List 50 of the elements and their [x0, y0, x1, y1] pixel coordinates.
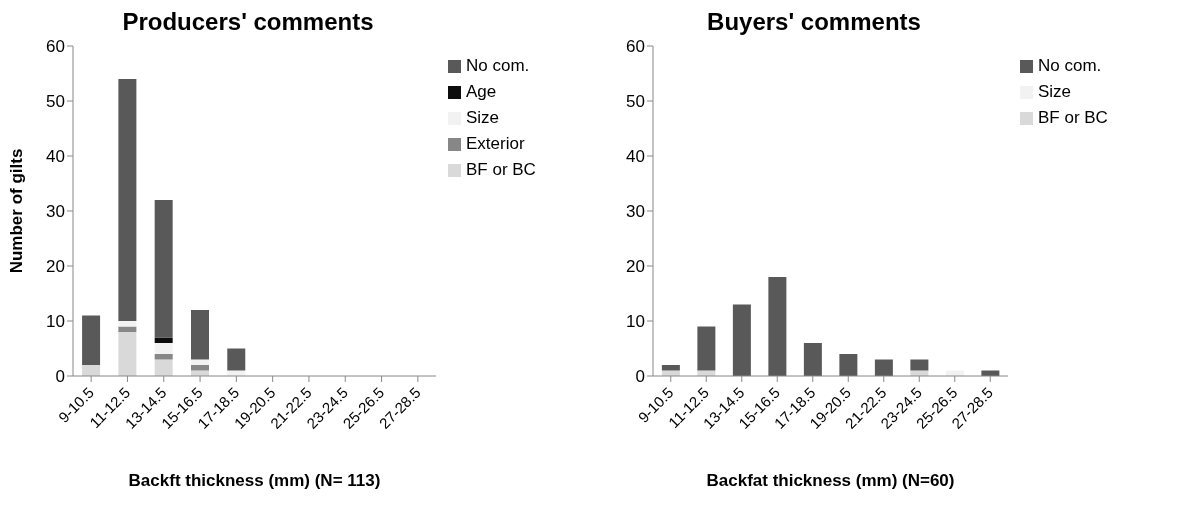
legend-label: Size: [466, 108, 500, 128]
bar: [118, 79, 137, 321]
y-tick-label: 40: [626, 147, 645, 167]
bar: [82, 315, 101, 365]
bar: [154, 337, 173, 343]
y-axis-title: Number of gilts: [7, 148, 27, 274]
bar: [154, 200, 173, 338]
x-axis-title: Backft thickness (mm) (N= 113): [128, 471, 381, 490]
y-tick-label: 10: [46, 312, 65, 332]
bar: [910, 359, 929, 371]
y-tick-label: 10: [626, 312, 645, 332]
legend-label: Exterior: [466, 134, 525, 154]
legend-label: BF or BC: [466, 160, 536, 180]
bar: [227, 348, 246, 371]
bar: [768, 277, 787, 376]
y-tick-label: 50: [46, 92, 65, 112]
bar: [154, 343, 173, 354]
bar: [190, 310, 209, 360]
y-tick-label: 20: [626, 257, 645, 277]
bar: [839, 354, 858, 376]
chart-title: Producers' comments: [121, 8, 375, 36]
bar: [697, 326, 716, 371]
y-tick-label: 20: [46, 257, 65, 277]
bar: [118, 332, 137, 376]
legend-label: Age: [466, 82, 497, 102]
bar: [661, 365, 680, 371]
y-tick-label: 30: [626, 202, 645, 222]
legend-label: BF or BC: [1038, 108, 1108, 128]
legend-label: No com.: [1038, 56, 1102, 76]
y-tick-label: 50: [626, 92, 645, 112]
bar: [82, 365, 101, 376]
y-tick-label: 0: [55, 367, 65, 387]
y-tick-label: 60: [46, 37, 65, 57]
legend-label: Size: [1038, 82, 1072, 102]
bar: [118, 326, 137, 332]
legend-label: No com.: [466, 56, 530, 76]
bar: [190, 365, 209, 371]
bar: [190, 359, 209, 365]
bar: [874, 359, 893, 376]
chart-title: Buyers' comments: [706, 8, 922, 36]
y-tick-label: 40: [46, 147, 65, 167]
bar: [154, 354, 173, 360]
bar: [803, 343, 822, 376]
y-tick-label: 30: [46, 202, 65, 222]
y-tick-label: 0: [635, 367, 645, 387]
y-tick-label: 60: [626, 37, 645, 57]
x-axis-title: Backfat thickness (mm) (N=60): [706, 471, 955, 490]
bar: [154, 359, 173, 376]
bar: [732, 304, 751, 376]
bar: [118, 321, 137, 327]
